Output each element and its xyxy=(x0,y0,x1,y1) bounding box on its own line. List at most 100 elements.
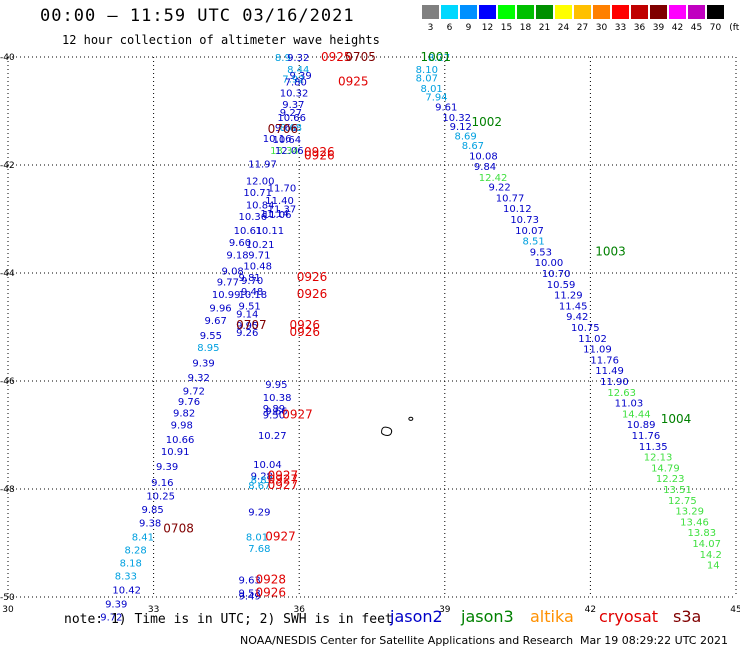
swh-point-label: 12.75 xyxy=(668,496,697,507)
swh-point-label: 8.10 xyxy=(416,65,438,76)
swh-point-label: 10.32 xyxy=(280,89,309,100)
swh-point-label: 12.13 xyxy=(644,453,673,464)
footnote: note: 1) Time is in UTC; 2) SWH is in fe… xyxy=(64,612,393,627)
legend-swatch xyxy=(555,5,572,19)
swh-point-label: 12.23 xyxy=(656,474,685,485)
track-time-label: 0707 xyxy=(236,318,267,332)
swh-point-label: 9.66 xyxy=(265,407,287,418)
swh-point-label: 9.67 xyxy=(205,316,227,327)
swh-point-label: 14.44 xyxy=(622,409,651,420)
swh-point-label: 9.95 xyxy=(265,380,287,391)
sat-label-s3a: s3a xyxy=(673,607,702,626)
y-tick-label: -44 xyxy=(0,269,15,279)
swh-point-label: 9.49 xyxy=(239,591,261,602)
swh-point-label: 10.08 xyxy=(469,151,498,162)
swh-point-label: 9.61 xyxy=(435,103,457,114)
swh-point-label: 9.39 xyxy=(156,462,178,473)
swh-point-label: 11.70 xyxy=(268,184,297,195)
swh-point-label: 7.68 xyxy=(248,544,270,555)
legend-swatch xyxy=(460,5,477,19)
swh-point-label: 13.29 xyxy=(675,507,704,518)
swh-point-label: 10.07 xyxy=(515,226,544,237)
footer-credit: NOAA/NESDIS Center for Satellite Applica… xyxy=(240,634,574,647)
track-time-label: 0925 xyxy=(321,50,352,64)
legend-tick-label: 27 xyxy=(576,23,589,33)
swh-point-label: 10.89 xyxy=(627,420,656,431)
swh-point-label: 9.63 xyxy=(239,576,261,587)
swh-point-label: 10.73 xyxy=(510,215,539,226)
swh-point-label: 14.07 xyxy=(692,539,721,550)
swh-point-label: 9.18 xyxy=(226,251,248,262)
footer-timestamp: Mar 19 08:29:22 UTC 2021 xyxy=(580,634,728,647)
swh-point-label: 8.44 xyxy=(287,65,309,76)
swh-point-label: 10.38 xyxy=(263,393,292,404)
swh-point-label: 9.71 xyxy=(248,251,270,262)
swh-point-label: 10.61 xyxy=(234,226,263,237)
swh-point-label: 10.48 xyxy=(243,261,272,272)
swh-point-label: 10.75 xyxy=(571,323,600,334)
swh-point-label: 11.03 xyxy=(615,399,644,410)
swh-point-label: 10.42 xyxy=(112,585,141,596)
legend-swatch xyxy=(441,5,458,19)
swh-point-label: 10.04 xyxy=(253,460,282,471)
track-time-label: 0708 xyxy=(163,521,194,535)
swh-point-label: 10.99 xyxy=(212,290,241,301)
swh-point-label: 8.28 xyxy=(124,545,146,556)
swh-point-label: 10.32 xyxy=(442,113,471,124)
swh-point-label: 9.22 xyxy=(488,183,510,194)
swh-point-label: 9.85 xyxy=(141,505,163,516)
swh-point-label: 8.01 xyxy=(246,533,268,544)
swh-point-label: 9.39 xyxy=(289,71,311,82)
track-time-label: 0927 xyxy=(268,472,299,486)
track-time-label: 0705 xyxy=(345,50,376,64)
swh-point-label: 10.36 xyxy=(239,212,268,223)
swh-point-label: 10.21 xyxy=(246,240,275,251)
swh-point-label: 9.37 xyxy=(282,100,304,111)
swh-point-label: 9.29 xyxy=(248,508,270,519)
sat-label-cryosat: cryosat xyxy=(599,607,659,626)
swh-point-label: 9.98 xyxy=(171,421,193,432)
swh-point-label: 14 xyxy=(707,561,720,572)
swh-point-label: 10.64 xyxy=(273,135,302,146)
swh-point-label: 9.12 xyxy=(450,122,472,133)
legend-unit: (ft) xyxy=(729,23,740,33)
swh-point-label: 11.45 xyxy=(559,301,588,312)
swh-point-label: 12.00 xyxy=(246,177,275,188)
chart-subtitle: 12 hour collection of altimeter wave hei… xyxy=(62,33,380,47)
track-time-label: 0927 xyxy=(268,478,299,492)
swh-point-label: 12.06 xyxy=(275,146,304,157)
sat-label-jason2: jason2 xyxy=(390,607,443,626)
swh-point-label: 11.29 xyxy=(554,291,583,302)
swh-point-label: 10.70 xyxy=(542,269,571,280)
swh-point-label: 10.91 xyxy=(161,447,190,458)
island-outline xyxy=(408,416,414,421)
swh-point-label: 9.96 xyxy=(209,304,231,315)
swh-point-label: 9.48 xyxy=(241,287,263,298)
x-tick-label: 39 xyxy=(439,605,451,615)
swh-point-label: 14.79 xyxy=(651,463,680,474)
swh-point-label: 9.28 xyxy=(251,472,273,483)
legend-tick-label: 24 xyxy=(557,23,570,33)
swh-point-label: 9.72 xyxy=(100,612,122,623)
swh-point-label: 9.32 xyxy=(287,53,309,64)
swh-point-label: 9.53 xyxy=(239,589,261,600)
swh-point-label: 9.60 xyxy=(229,238,251,249)
x-tick-label: 33 xyxy=(148,605,159,615)
legend-swatch xyxy=(669,5,686,19)
swh-point-label: 14.2 xyxy=(700,550,722,561)
legend-tick-label: 39 xyxy=(652,23,665,33)
swh-point-label: 7.94 xyxy=(425,92,447,103)
swh-point-label: 8.27 xyxy=(428,53,450,64)
track-time-label: 0926 xyxy=(304,145,335,159)
swh-point-label: 10.12 xyxy=(503,204,532,215)
legend-swatch xyxy=(479,5,496,19)
legend-tick-label: 70 xyxy=(709,23,722,33)
legend-tick-label: 45 xyxy=(690,23,703,33)
swh-point-label: 11.90 xyxy=(600,377,629,388)
swh-point-label: 10.71 xyxy=(243,188,272,199)
swh-point-label: 8.07 xyxy=(416,74,438,85)
swh-point-label: 9.82 xyxy=(173,408,195,419)
legend-tick-label: 30 xyxy=(595,23,608,33)
legend-swatch xyxy=(574,5,591,19)
